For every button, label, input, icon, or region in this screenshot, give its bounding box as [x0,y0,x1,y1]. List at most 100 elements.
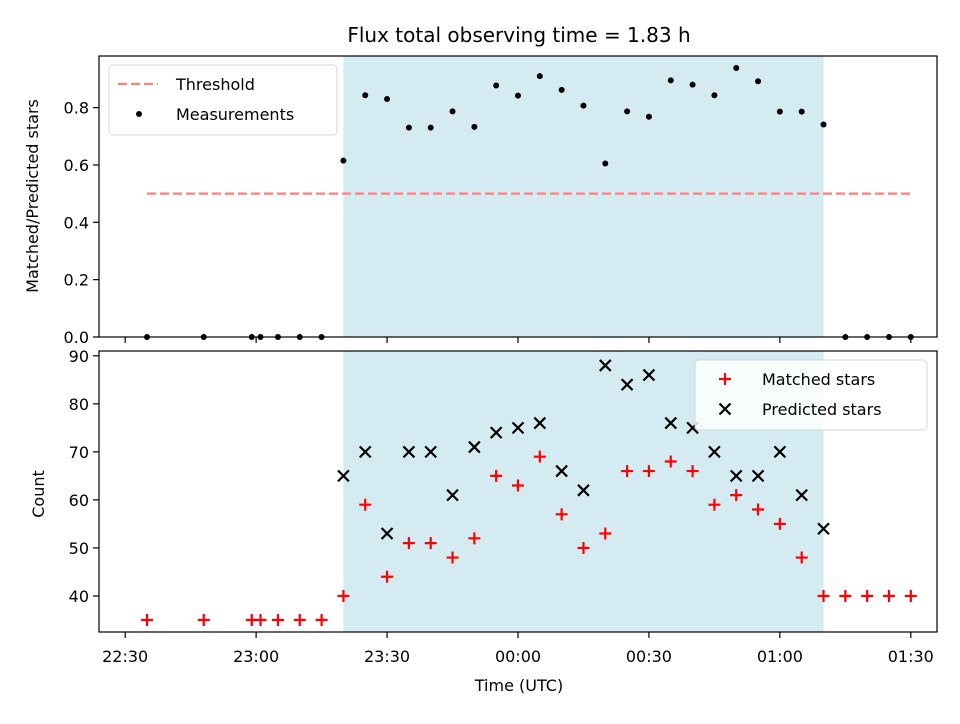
legend-marker [719,373,731,385]
plot-frame [98,55,938,338]
data-point [686,465,699,478]
data-point [689,81,696,88]
legend-marker [718,402,732,416]
data-point [577,541,590,554]
data-point [861,589,874,602]
y-tick-label: 0.4 [64,213,89,232]
data-point [254,613,267,626]
data-point [839,589,852,602]
y-axis-label-top: Matched/Predicted stars [23,99,42,293]
data-point [197,613,210,626]
data-point [427,124,434,131]
data-point [776,108,783,115]
x-tick-label: 01:00 [757,647,803,666]
data-point [405,124,412,131]
legend-label: Predicted stars [762,400,882,419]
data-point [795,488,808,502]
data-point [489,426,503,439]
data-point [642,465,655,478]
data-point [795,551,808,564]
x-tick-label: 01:30 [888,647,934,666]
x-tick-label: 23:00 [233,647,279,666]
data-point [708,445,721,459]
data-point [468,532,481,545]
data-point [820,121,827,128]
data-point [515,92,521,99]
x-tick-label: 23:30 [364,647,410,666]
data-point [773,445,787,459]
plot-frame [98,350,938,633]
x-tick-label: 00:30 [626,647,672,666]
data-point [602,160,609,167]
data-point [664,416,678,430]
data-point [141,613,154,626]
x-tick-label: 00:00 [495,647,541,666]
y-tick-label: 0.0 [64,328,89,347]
data-point [599,527,612,540]
data-point [599,359,612,372]
data-point [468,440,481,454]
y-tick-label: 40 [69,587,89,606]
data-point [381,570,394,583]
data-point [337,589,350,602]
legend-label: Measurements [176,105,294,124]
data-point [337,469,350,483]
data-point [817,522,830,536]
panel-top: 0.0 0.2 0.4 0.6 0.8 Threshold Measurements [64,55,938,347]
data-point [904,589,917,602]
y-tick-label: 50 [69,539,89,558]
data-point [752,503,765,516]
legend-label: Threshold [175,75,255,94]
data-point [664,455,677,468]
y-tick-label: 60 [69,491,89,510]
y-tick-label: 0.2 [64,271,89,290]
data-point [577,484,590,497]
legend-label: Matched stars [762,370,875,389]
data-point [555,464,568,478]
data-point [293,613,306,626]
data-point [511,421,525,435]
data-point [490,469,503,482]
data-point [424,537,437,550]
data-point [708,498,721,511]
data-point [733,65,740,72]
data-point [362,92,369,99]
data-point [882,589,895,602]
data-point [402,537,415,550]
y-axis-label-bottom: Count [29,470,48,518]
legend-marker [136,111,142,117]
data-point [402,445,416,459]
legend-top: Threshold Measurements [108,64,338,136]
data-point [315,613,328,626]
legend-box [108,64,338,136]
data-point [620,378,634,391]
data-point [667,77,674,84]
data-point [580,102,587,109]
x-axis-label: Time (UTC) [474,676,563,695]
legend-box [694,359,928,431]
data-point [729,469,743,483]
data-point [533,416,547,430]
data-point [817,589,830,602]
data-point [624,108,631,115]
data-point [711,92,718,99]
data-point [380,527,394,540]
data-point [340,157,347,164]
data-point [493,82,500,89]
y-tick-label: 0.8 [64,99,89,118]
data-point [642,368,656,382]
data-point [271,613,284,626]
data-point [645,113,652,120]
y-tick-label: 80 [69,395,89,414]
data-point [533,450,546,463]
highlight-span [343,56,824,337]
data-point [773,517,786,530]
y-tick-label: 90 [69,347,89,366]
data-point [558,86,565,93]
data-point [446,551,459,564]
y-tick-label: 0.6 [64,156,89,175]
y-tick-label: 70 [69,443,89,462]
data-point [755,78,762,85]
data-point [446,488,459,502]
